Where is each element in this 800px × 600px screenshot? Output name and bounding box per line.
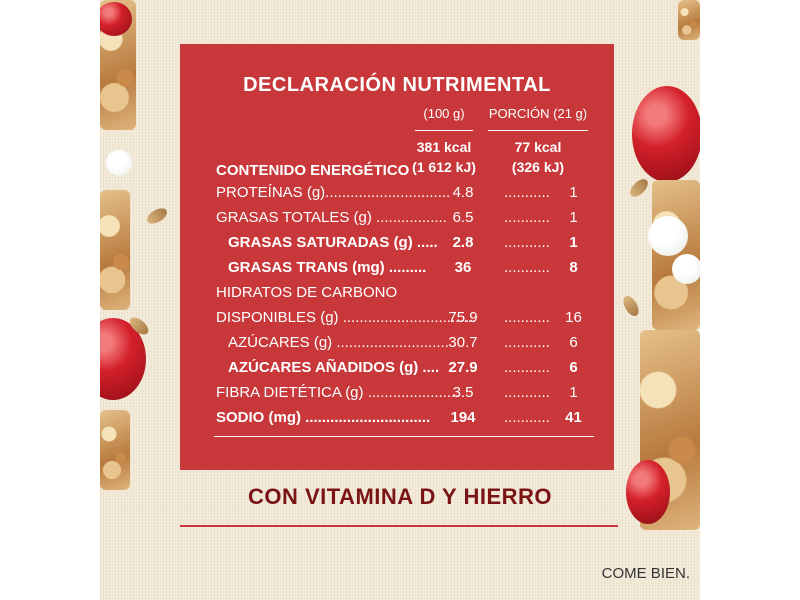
- value-portion: 1: [569, 209, 578, 226]
- value-100g: 3.5: [452, 384, 474, 401]
- cranberry-decoration: [632, 86, 700, 182]
- nutrient-name: AZÚCARES AÑADIDOS (g) ....: [228, 359, 440, 376]
- value-portion: 8: [569, 259, 578, 276]
- granola-decoration: [100, 410, 130, 490]
- nutrition-facts-box: DECLARACIÓN NUTRIMENTAL (100 g) PORCIÓN …: [180, 44, 614, 470]
- nutrient-name: DISPONIBLES (g) ........................…: [216, 309, 477, 326]
- table-bottom-divider: [214, 436, 594, 437]
- energy-100g-kcal: 381 kcal: [416, 139, 472, 155]
- yogurt-chip-decoration: [672, 254, 700, 284]
- value-100g: 75.9: [448, 309, 478, 326]
- tagline-underline: [180, 525, 618, 527]
- dot-leader: ...........: [504, 184, 550, 201]
- dot-leader: ...........: [504, 309, 550, 326]
- brand-slogan: COME BIEN.: [601, 565, 690, 582]
- value-portion: 1: [569, 184, 578, 201]
- oat-decoration: [144, 205, 170, 227]
- column-header-100g: (100 g): [423, 106, 465, 121]
- value-portion: 41: [565, 409, 582, 426]
- dot-leader: ...........: [504, 384, 550, 401]
- nutrient-row-grasas-saturadas: GRASAS SATURADAS (g) ..... 2.8 .........…: [216, 234, 592, 258]
- nutrient-row-fibra: FIBRA DIETÉTICA (g) ....................…: [216, 384, 592, 408]
- header-divider-100g: [415, 130, 473, 131]
- nutrient-name: HIDRATOS DE CARBONO: [216, 284, 398, 301]
- energy-portion-kcal: 77 kcal: [514, 139, 562, 155]
- value-100g: 4.8: [452, 184, 474, 201]
- value-100g: 194: [450, 409, 476, 426]
- nutrition-title: DECLARACIÓN NUTRIMENTAL: [243, 74, 551, 96]
- energy-label: CONTENIDO ENERGÉTICO: [216, 162, 410, 179]
- header-divider-portion: [488, 130, 588, 131]
- value-portion: 1: [569, 384, 578, 401]
- value-100g: 2.8: [452, 234, 474, 251]
- dot-leader: ...........: [504, 359, 550, 376]
- value-portion: 6: [569, 359, 578, 376]
- dot-leader: ...........: [504, 334, 550, 351]
- nutrient-name: FIBRA DIETÉTICA (g) ....................…: [216, 384, 460, 401]
- cranberry-decoration: [100, 2, 132, 36]
- nutrient-row-sodio: SODIO (mg) .............................…: [216, 409, 592, 433]
- nutrient-row-azucares: AZÚCARES (g) ...........................…: [216, 334, 592, 358]
- value-100g: 27.9: [448, 359, 478, 376]
- oat-decoration: [626, 175, 652, 201]
- vitamin-tagline: CON VITAMINA D Y HIERRO: [247, 484, 553, 509]
- value-100g: 36: [454, 259, 472, 276]
- nutrient-row-proteinas: PROTEÍNAS (g)...........................…: [216, 184, 592, 208]
- energy-portion-kj: (326 kJ): [511, 159, 565, 175]
- oat-decoration: [620, 293, 642, 319]
- dot-leader: ...........: [504, 209, 550, 226]
- value-portion: 6: [569, 334, 578, 351]
- nutrient-name: GRASAS SATURADAS (g) .....: [228, 234, 438, 251]
- value-100g: 6.5: [452, 209, 474, 226]
- dot-leader: ...........: [504, 409, 550, 426]
- granola-decoration: [678, 0, 700, 40]
- column-header-portion: PORCIÓN (21 g): [488, 106, 588, 121]
- yogurt-chip-decoration: [106, 150, 132, 176]
- nutrient-name: PROTEÍNAS (g)...........................…: [216, 184, 451, 201]
- value-portion: 16: [565, 309, 582, 326]
- nutrient-row-grasas-trans: GRASAS TRANS (mg) ......... 36 .........…: [216, 259, 592, 283]
- nutrient-name: GRASAS TRANS (mg) .........: [228, 259, 427, 276]
- nutrient-row-disponibles: DISPONIBLES (g) ........................…: [216, 309, 592, 333]
- dot-leader: ...........: [504, 234, 550, 251]
- dot-leader: ...........: [504, 259, 550, 276]
- nutrient-row-hidratos-header: HIDRATOS DE CARBONO: [216, 284, 592, 308]
- nutrient-row-azucares-anadidos: AZÚCARES AÑADIDOS (g) .... 27.9 ........…: [216, 359, 592, 383]
- nutrient-name: GRASAS TOTALES (g) .................: [216, 209, 447, 226]
- value-100g: 30.7: [448, 334, 478, 351]
- energy-100g-kj: (1 612 kJ): [412, 159, 476, 175]
- nutrient-name: SODIO (mg) .............................…: [216, 409, 431, 426]
- granola-decoration: [100, 190, 130, 310]
- value-portion: 1: [569, 234, 578, 251]
- cranberry-decoration: [626, 460, 670, 524]
- yogurt-chip-decoration: [648, 216, 688, 256]
- nutrient-row-grasas-totales: GRASAS TOTALES (g) ................. 6.5…: [216, 209, 592, 233]
- nutrient-name: AZÚCARES (g) ...........................: [228, 334, 449, 351]
